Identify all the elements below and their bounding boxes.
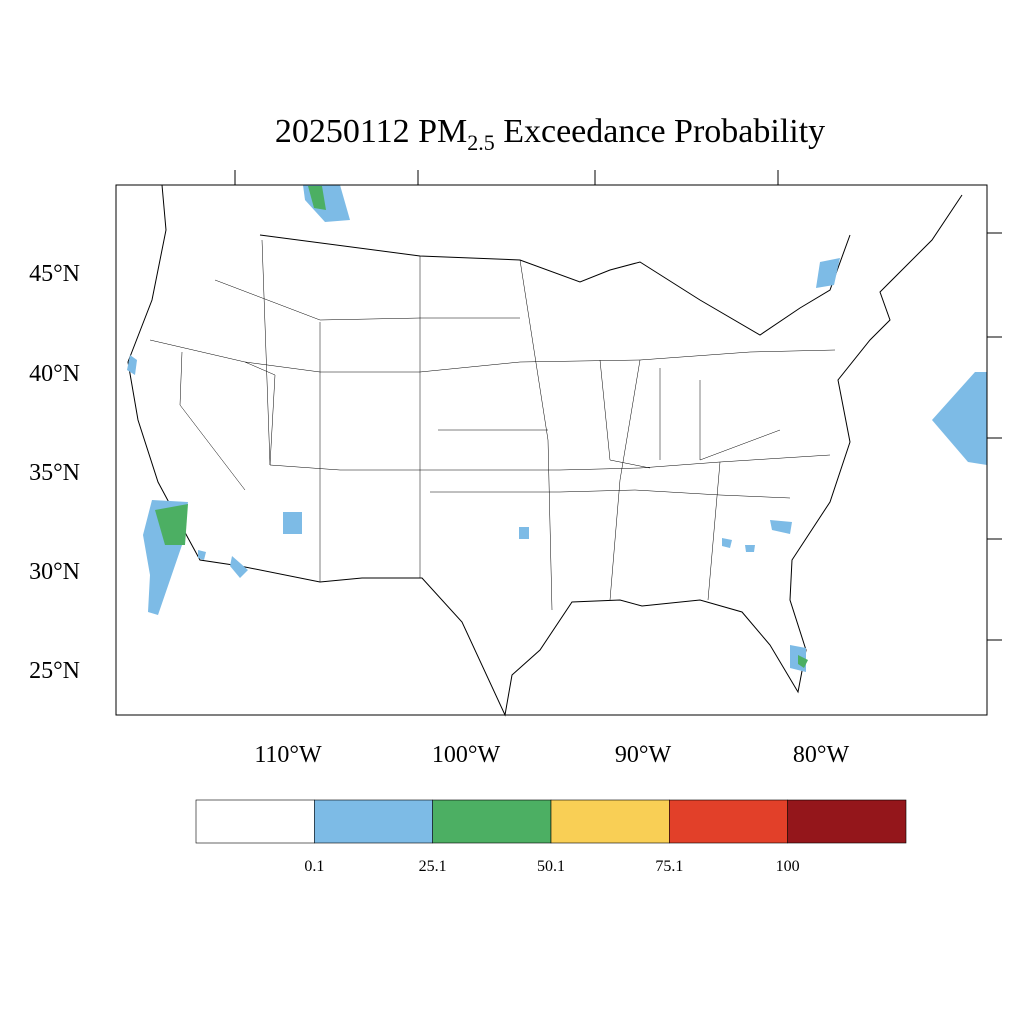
map-title: 20250112 PM2.5 Exceedance Probability (275, 113, 825, 155)
colorbar-box (314, 799, 433, 844)
lat-label: 45°N (29, 261, 80, 287)
lon-label: 100°W (432, 742, 501, 768)
frame-ticks (234, 170, 1002, 641)
colorbar-label: 25.1 (419, 858, 447, 875)
probability-areas (127, 185, 987, 672)
lat-label: 35°N (29, 460, 80, 486)
probability-area (770, 520, 792, 534)
probability-area (283, 512, 302, 534)
colorbar-box (787, 799, 907, 844)
probability-area (932, 372, 987, 465)
title-rest: Exceedance Probability (503, 113, 825, 150)
title-date: 20250112 (275, 113, 410, 150)
lat-label: 40°N (29, 361, 80, 387)
probability-area (722, 538, 732, 548)
probability-area (127, 355, 137, 375)
probability-area (230, 556, 248, 578)
colorbar-label: 100 (776, 858, 800, 875)
axis-labels: 45°N 40°N 35°N 30°N 25°N 110°W 100°W 90°W 80°W (29, 261, 849, 768)
probability-area (308, 186, 326, 210)
title-pollutant: PM (418, 113, 467, 150)
map-frame (115, 184, 988, 716)
probability-area (519, 527, 529, 539)
colorbar-label: 75.1 (655, 858, 683, 875)
colorbar-box (669, 799, 788, 844)
colorbar-label: 50.1 (537, 858, 565, 875)
lon-label: 80°W (793, 742, 850, 768)
lon-label: 110°W (254, 742, 322, 768)
colorbar-label: 0.1 (304, 858, 324, 875)
colorbar-box (550, 799, 670, 844)
lon-label: 90°W (615, 742, 672, 768)
probability-area (816, 258, 840, 288)
probability-area (198, 550, 206, 560)
probability-area (745, 545, 755, 552)
lat-label: 25°N (29, 658, 80, 684)
state-lines (149, 239, 836, 611)
probability-area (155, 504, 188, 545)
colorbar: 0.1 25.1 50.1 75.1 100 (195, 799, 907, 875)
title-subscript: 2.5 (467, 130, 495, 155)
lat-label: 30°N (29, 559, 80, 585)
colorbar-box (195, 799, 315, 844)
colorbar-box (432, 799, 552, 844)
probability-area (798, 655, 808, 668)
